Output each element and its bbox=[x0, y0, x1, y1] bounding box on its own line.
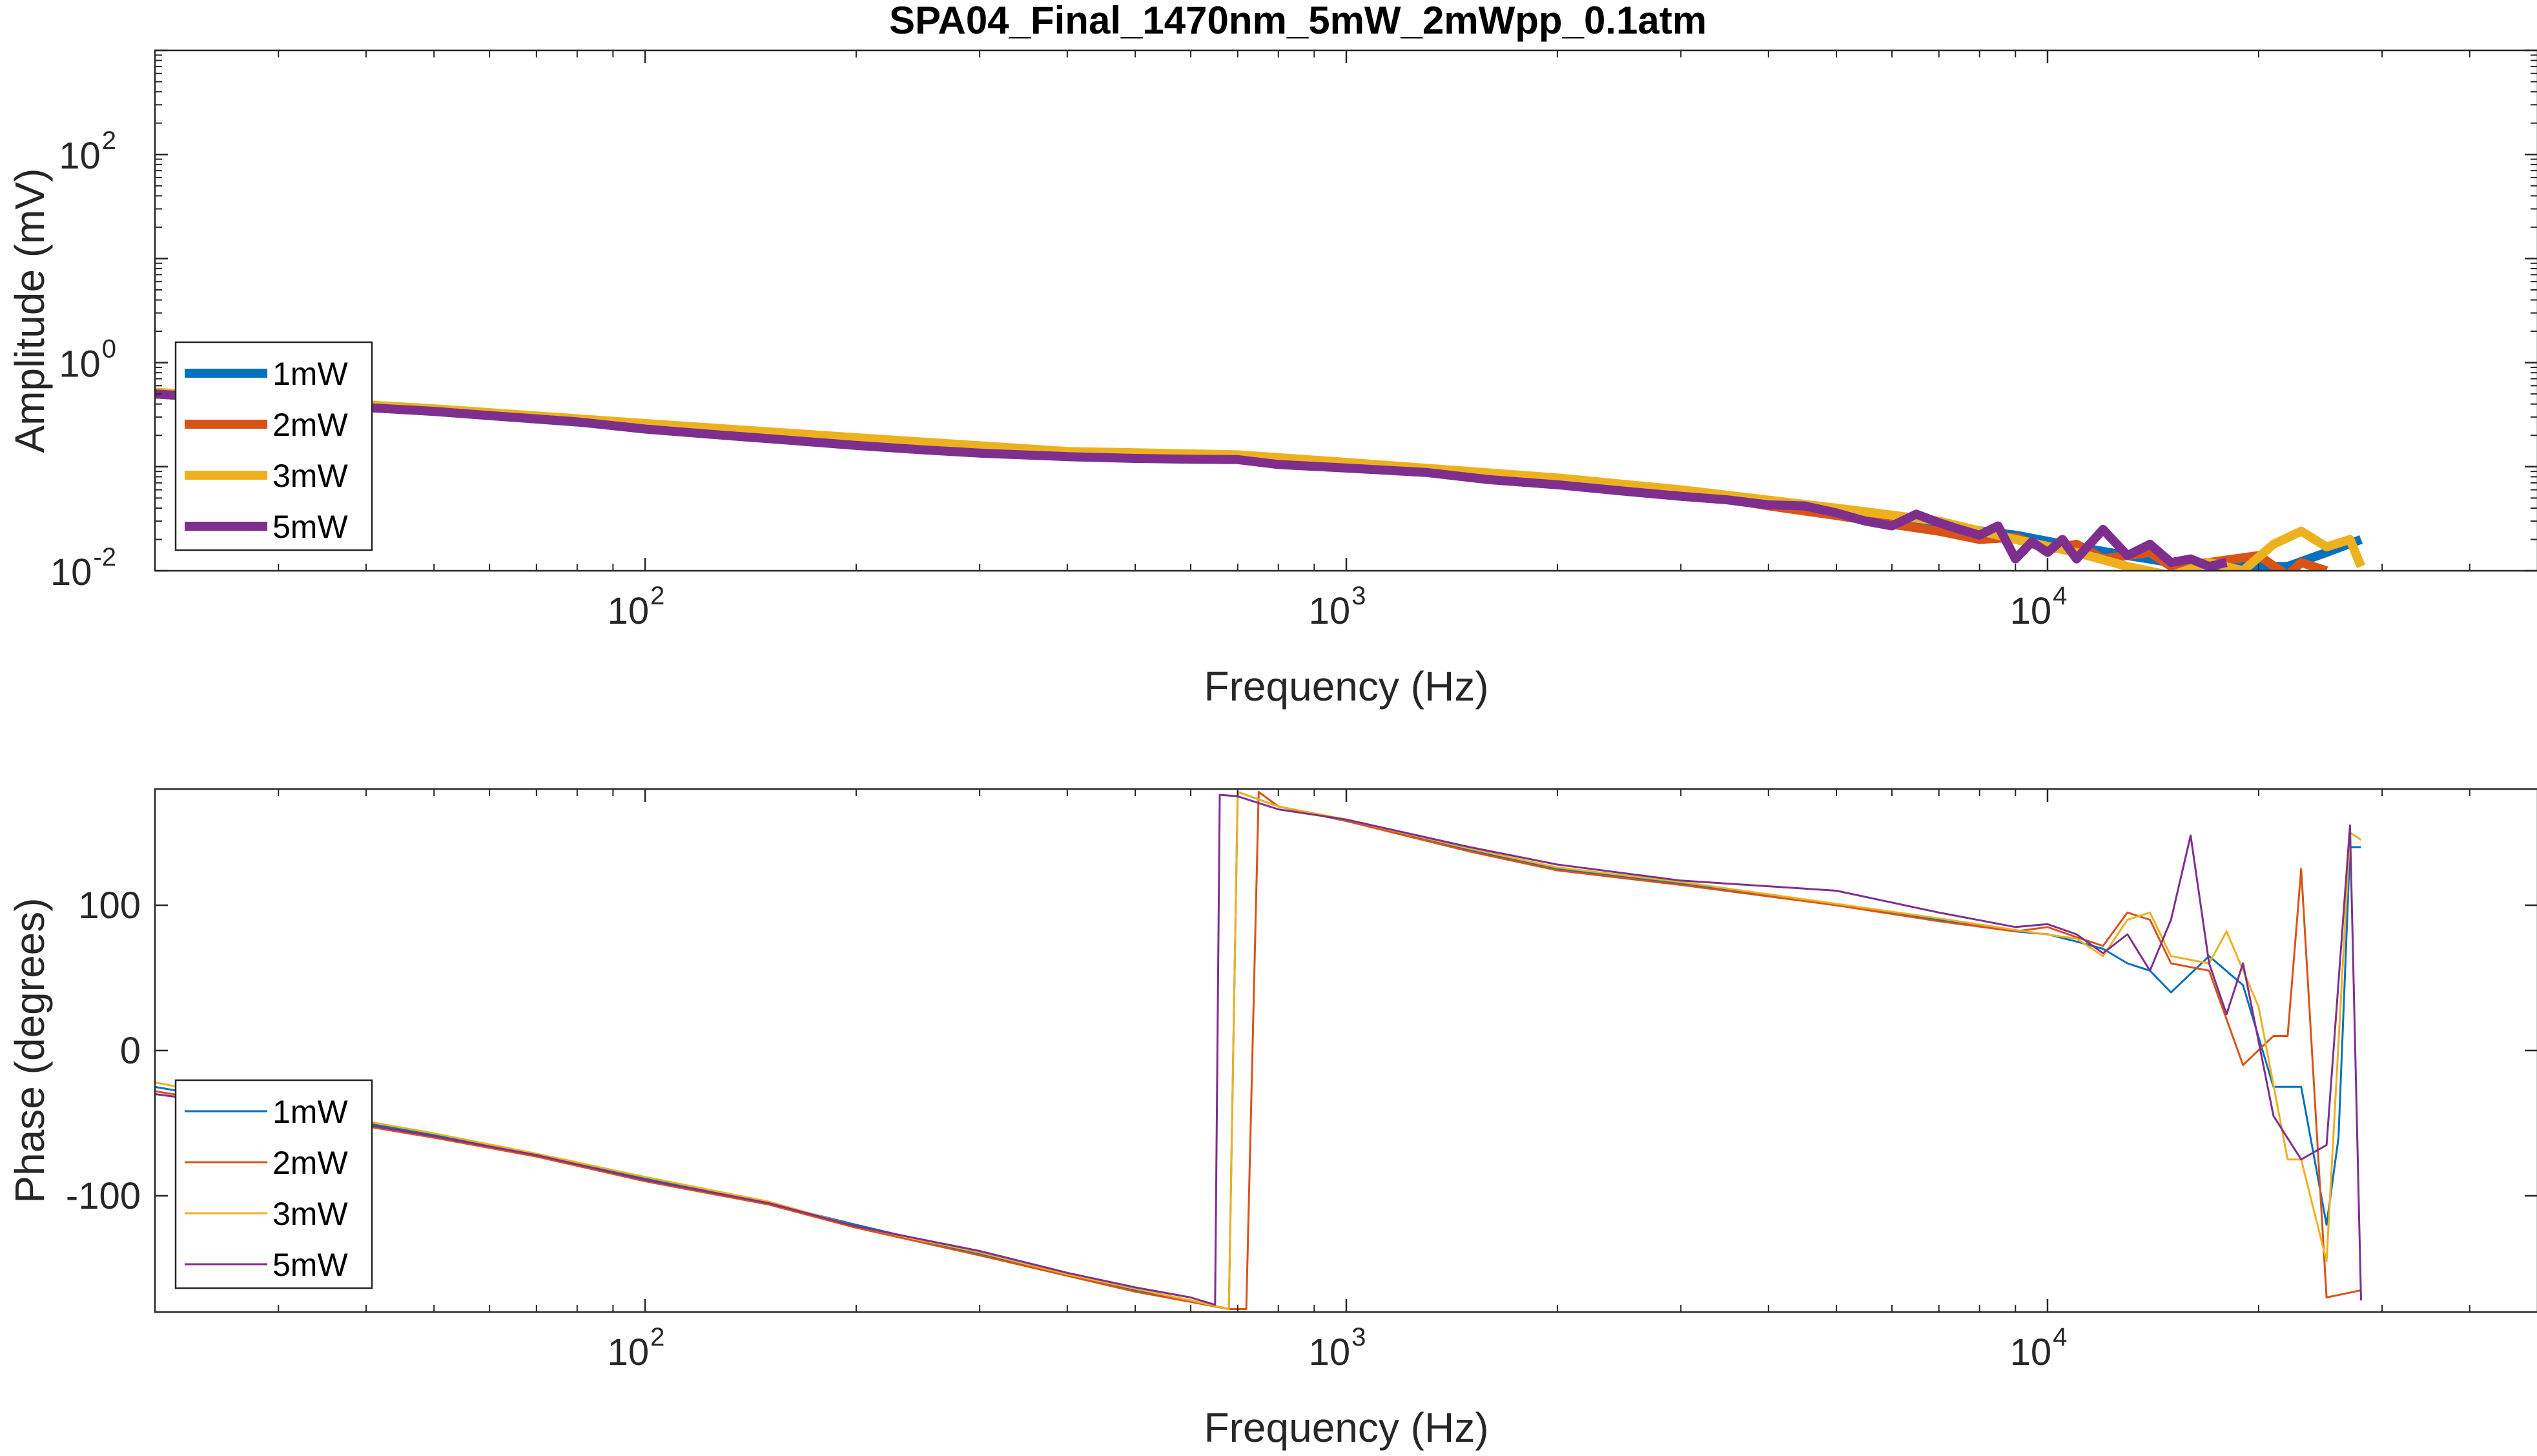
phase-y-tick-label: -100 bbox=[66, 1175, 141, 1217]
phase-legend-label-3mW: 3mW bbox=[272, 1196, 348, 1232]
phase-series-1mW bbox=[155, 791, 2361, 1310]
amplitude-y-tick-label: 102 bbox=[59, 127, 116, 177]
amplitude-series-2mW bbox=[155, 389, 2328, 571]
amplitude-legend-label-5mW: 5mW bbox=[272, 509, 348, 545]
amplitude-plot: 102 103 104 10-2 100 102 Frequency (Hz) Ampli… bbox=[6, 49, 2537, 710]
amplitude-series-group bbox=[155, 387, 2365, 571]
amplitude-series-5mW bbox=[155, 389, 2228, 571]
amplitude-x-tick-label: 102 bbox=[608, 582, 665, 632]
phase-series-5mW bbox=[155, 794, 2362, 1306]
phase-series-2mW bbox=[155, 791, 2361, 1310]
phase-x-tick-label: 103 bbox=[1309, 1323, 1366, 1373]
amplitude-x-tick-label: 103 bbox=[1309, 582, 1366, 632]
phase-series-3mW bbox=[155, 791, 2362, 1310]
amplitude-legend-label-1mW: 1mW bbox=[272, 356, 348, 392]
phase-legend: 1mW 2mW 3mW 5mW bbox=[174, 1079, 373, 1289]
amplitude-ylabel: Amplitude (mV) bbox=[6, 169, 53, 453]
phase-plot: 102 103 104 -100 0 100 Frequency (Hz) Phase (… bbox=[6, 788, 2537, 1451]
figure-title: SPA04_Final_1470nm_5mW_2mWpp_0.1atm bbox=[889, 0, 1707, 42]
amplitude-x-tick-label: 104 bbox=[2010, 582, 2068, 632]
amplitude-legend-label-2mW: 2mW bbox=[272, 407, 348, 443]
phase-y-tick-label: 100 bbox=[78, 885, 141, 927]
phase-series-group bbox=[155, 791, 2362, 1310]
phase-x-tick-label: 102 bbox=[608, 1323, 665, 1373]
amplitude-ticks: 102 103 104 10-2 100 102 bbox=[50, 49, 2537, 632]
phase-axes-frame bbox=[154, 788, 2537, 1313]
amplitude-y-tick-label: 100 bbox=[59, 335, 116, 385]
phase-legend-label-2mW: 2mW bbox=[272, 1145, 348, 1181]
amplitude-xlabel: Frequency (Hz) bbox=[1204, 663, 1489, 710]
phase-x-tick-label: 104 bbox=[2010, 1323, 2068, 1373]
phase-ticks: 102 103 104 -100 0 100 bbox=[66, 789, 2537, 1373]
amplitude-axes-frame bbox=[154, 49, 2537, 572]
phase-y-tick-label: 0 bbox=[120, 1030, 141, 1072]
phase-legend-box bbox=[174, 1079, 373, 1289]
phase-xlabel: Frequency (Hz) bbox=[1204, 1404, 1489, 1451]
phase-legend-label-1mW: 1mW bbox=[272, 1094, 348, 1130]
amplitude-y-tick-label: 10-2 bbox=[50, 543, 116, 593]
amplitude-legend-label-3mW: 3mW bbox=[272, 458, 348, 494]
phase-ylabel: Phase (degrees) bbox=[6, 897, 53, 1203]
amplitude-legend: 1mW 2mW 3mW 5mW bbox=[174, 341, 373, 551]
phase-legend-label-5mW: 5mW bbox=[272, 1247, 348, 1283]
